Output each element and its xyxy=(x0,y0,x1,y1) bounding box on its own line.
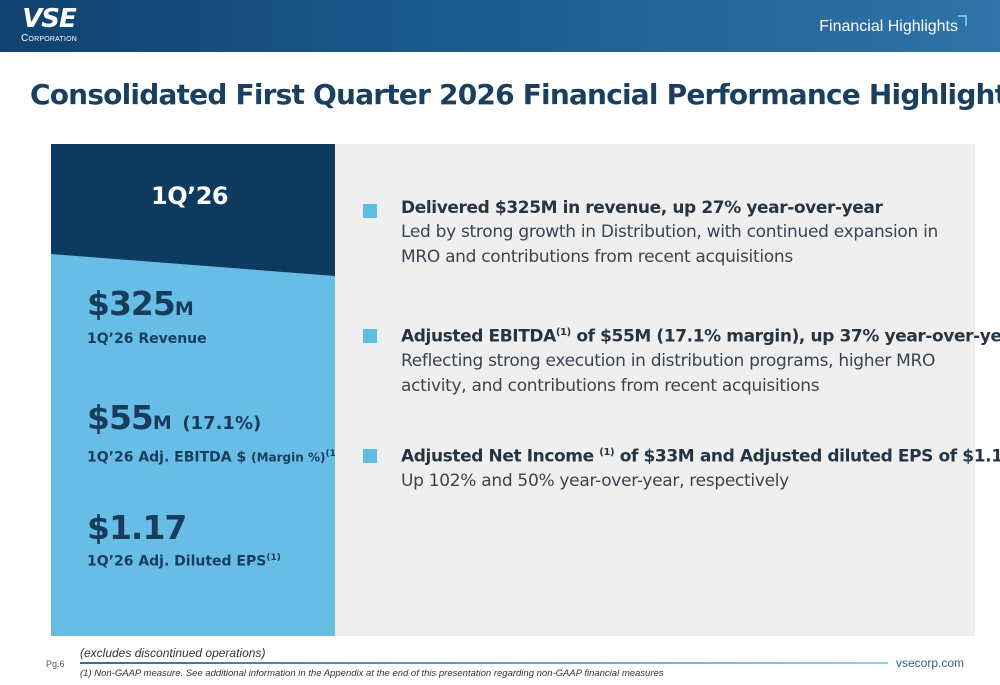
highlight-title-text: of $33M and Adjusted diluted EPS of $1.1… xyxy=(614,446,1000,467)
bullet-square-icon xyxy=(363,329,377,343)
metric-unit: M xyxy=(174,298,194,320)
highlight-title-text: of $55M (17.1% margin), up 37% year-over… xyxy=(570,326,1000,347)
highlight-title-text: Adjusted Net Income xyxy=(401,446,600,467)
metric-label: 1Q’26 Revenue xyxy=(87,331,207,347)
metric-amount: $55 xyxy=(87,398,154,437)
logo-wordmark: VSE xyxy=(22,4,77,34)
non-gaap-footnote: (1) Non-GAAP measure. See additional inf… xyxy=(80,668,664,679)
metric-ebitda: $55M (17.1%) 1Q’26 Adj. EBITDA $ (Margin… xyxy=(87,400,340,468)
highlight-item-revenue: Delivered $325M in revenue, up 27% year-… xyxy=(363,196,963,270)
highlight-item-net-income: Adjusted Net Income (1) of $33M and Adju… xyxy=(363,441,1000,494)
metric-value: $325M xyxy=(87,286,207,327)
metric-value: $1.17 xyxy=(87,510,281,546)
footer-divider xyxy=(80,662,888,664)
metric-amount: $1.17 xyxy=(87,508,187,547)
company-logo: VSE Corporation xyxy=(4,6,104,48)
highlight-text: Led by strong growth in Distribution, wi… xyxy=(401,222,938,267)
metric-eps: $1.17 1Q’26 Adj. Diluted EPS(1) xyxy=(87,510,281,572)
highlight-title: Delivered $325M in revenue, up 27% year-… xyxy=(401,196,963,220)
metric-amount: $325 xyxy=(87,284,176,323)
excludes-note: (excludes discontinued operations) xyxy=(80,646,266,660)
website-link[interactable]: vsecorp.com xyxy=(896,656,965,670)
period-header-shape xyxy=(51,144,335,276)
metric-label: 1Q’26 Adj. EBITDA $ (Margin %)(1) xyxy=(87,444,340,468)
section-label: Financial Highlights xyxy=(819,18,958,35)
highlight-title: Adjusted EBITDA(1) of $55M (17.1% margin… xyxy=(401,321,1000,349)
footnote-marker: (1) xyxy=(325,449,340,459)
footnote-marker: (1) xyxy=(555,327,571,338)
metric-label-text: 1Q’26 Adj. Diluted EPS xyxy=(87,553,267,570)
corner-bracket-icon xyxy=(958,15,967,26)
bullet-square-icon xyxy=(363,449,377,463)
highlight-title-text: Adjusted EBITDA xyxy=(401,326,556,347)
page-number: Pg.6 xyxy=(46,659,65,669)
highlight-title: Adjusted Net Income (1) of $33M and Adju… xyxy=(401,441,1000,469)
footnote-marker: (1) xyxy=(599,447,615,458)
metric-unit: M xyxy=(152,412,172,434)
metric-revenue: $325M 1Q’26 Revenue xyxy=(87,286,207,349)
highlight-item-ebitda: Adjusted EBITDA(1) of $55M (17.1% margin… xyxy=(363,321,1000,399)
metrics-panel: 1Q’26 $325M 1Q’26 Revenue $55M (17.1%) 1… xyxy=(51,144,340,636)
metric-label-text: 1Q’26 Adj. EBITDA $ xyxy=(87,449,247,466)
highlight-title-text: Delivered $325M in revenue, up 27% year-… xyxy=(401,198,883,218)
logo-subtitle: Corporation xyxy=(21,33,77,44)
metric-label-paren: (Margin %) xyxy=(251,450,326,465)
metric-value: $55M (17.1%) xyxy=(87,400,340,442)
metric-margin: (17.1%) xyxy=(182,413,262,434)
highlight-text: Up 102% and 50% year-over-year, respecti… xyxy=(401,470,789,491)
highlight-text: Reflecting strong execution in distribut… xyxy=(401,350,936,396)
header-bar: VSE Corporation Financial Highlights xyxy=(0,0,1000,52)
bullet-square-icon xyxy=(363,204,377,218)
metric-label: 1Q’26 Adj. Diluted EPS(1) xyxy=(87,548,281,572)
page-title: Consolidated First Quarter 2026 Financia… xyxy=(30,78,1000,111)
highlights-panel: Delivered $325M in revenue, up 27% year-… xyxy=(335,144,1000,636)
footnote-marker: (1) xyxy=(266,553,281,563)
period-label: 1Q’26 xyxy=(151,182,229,210)
